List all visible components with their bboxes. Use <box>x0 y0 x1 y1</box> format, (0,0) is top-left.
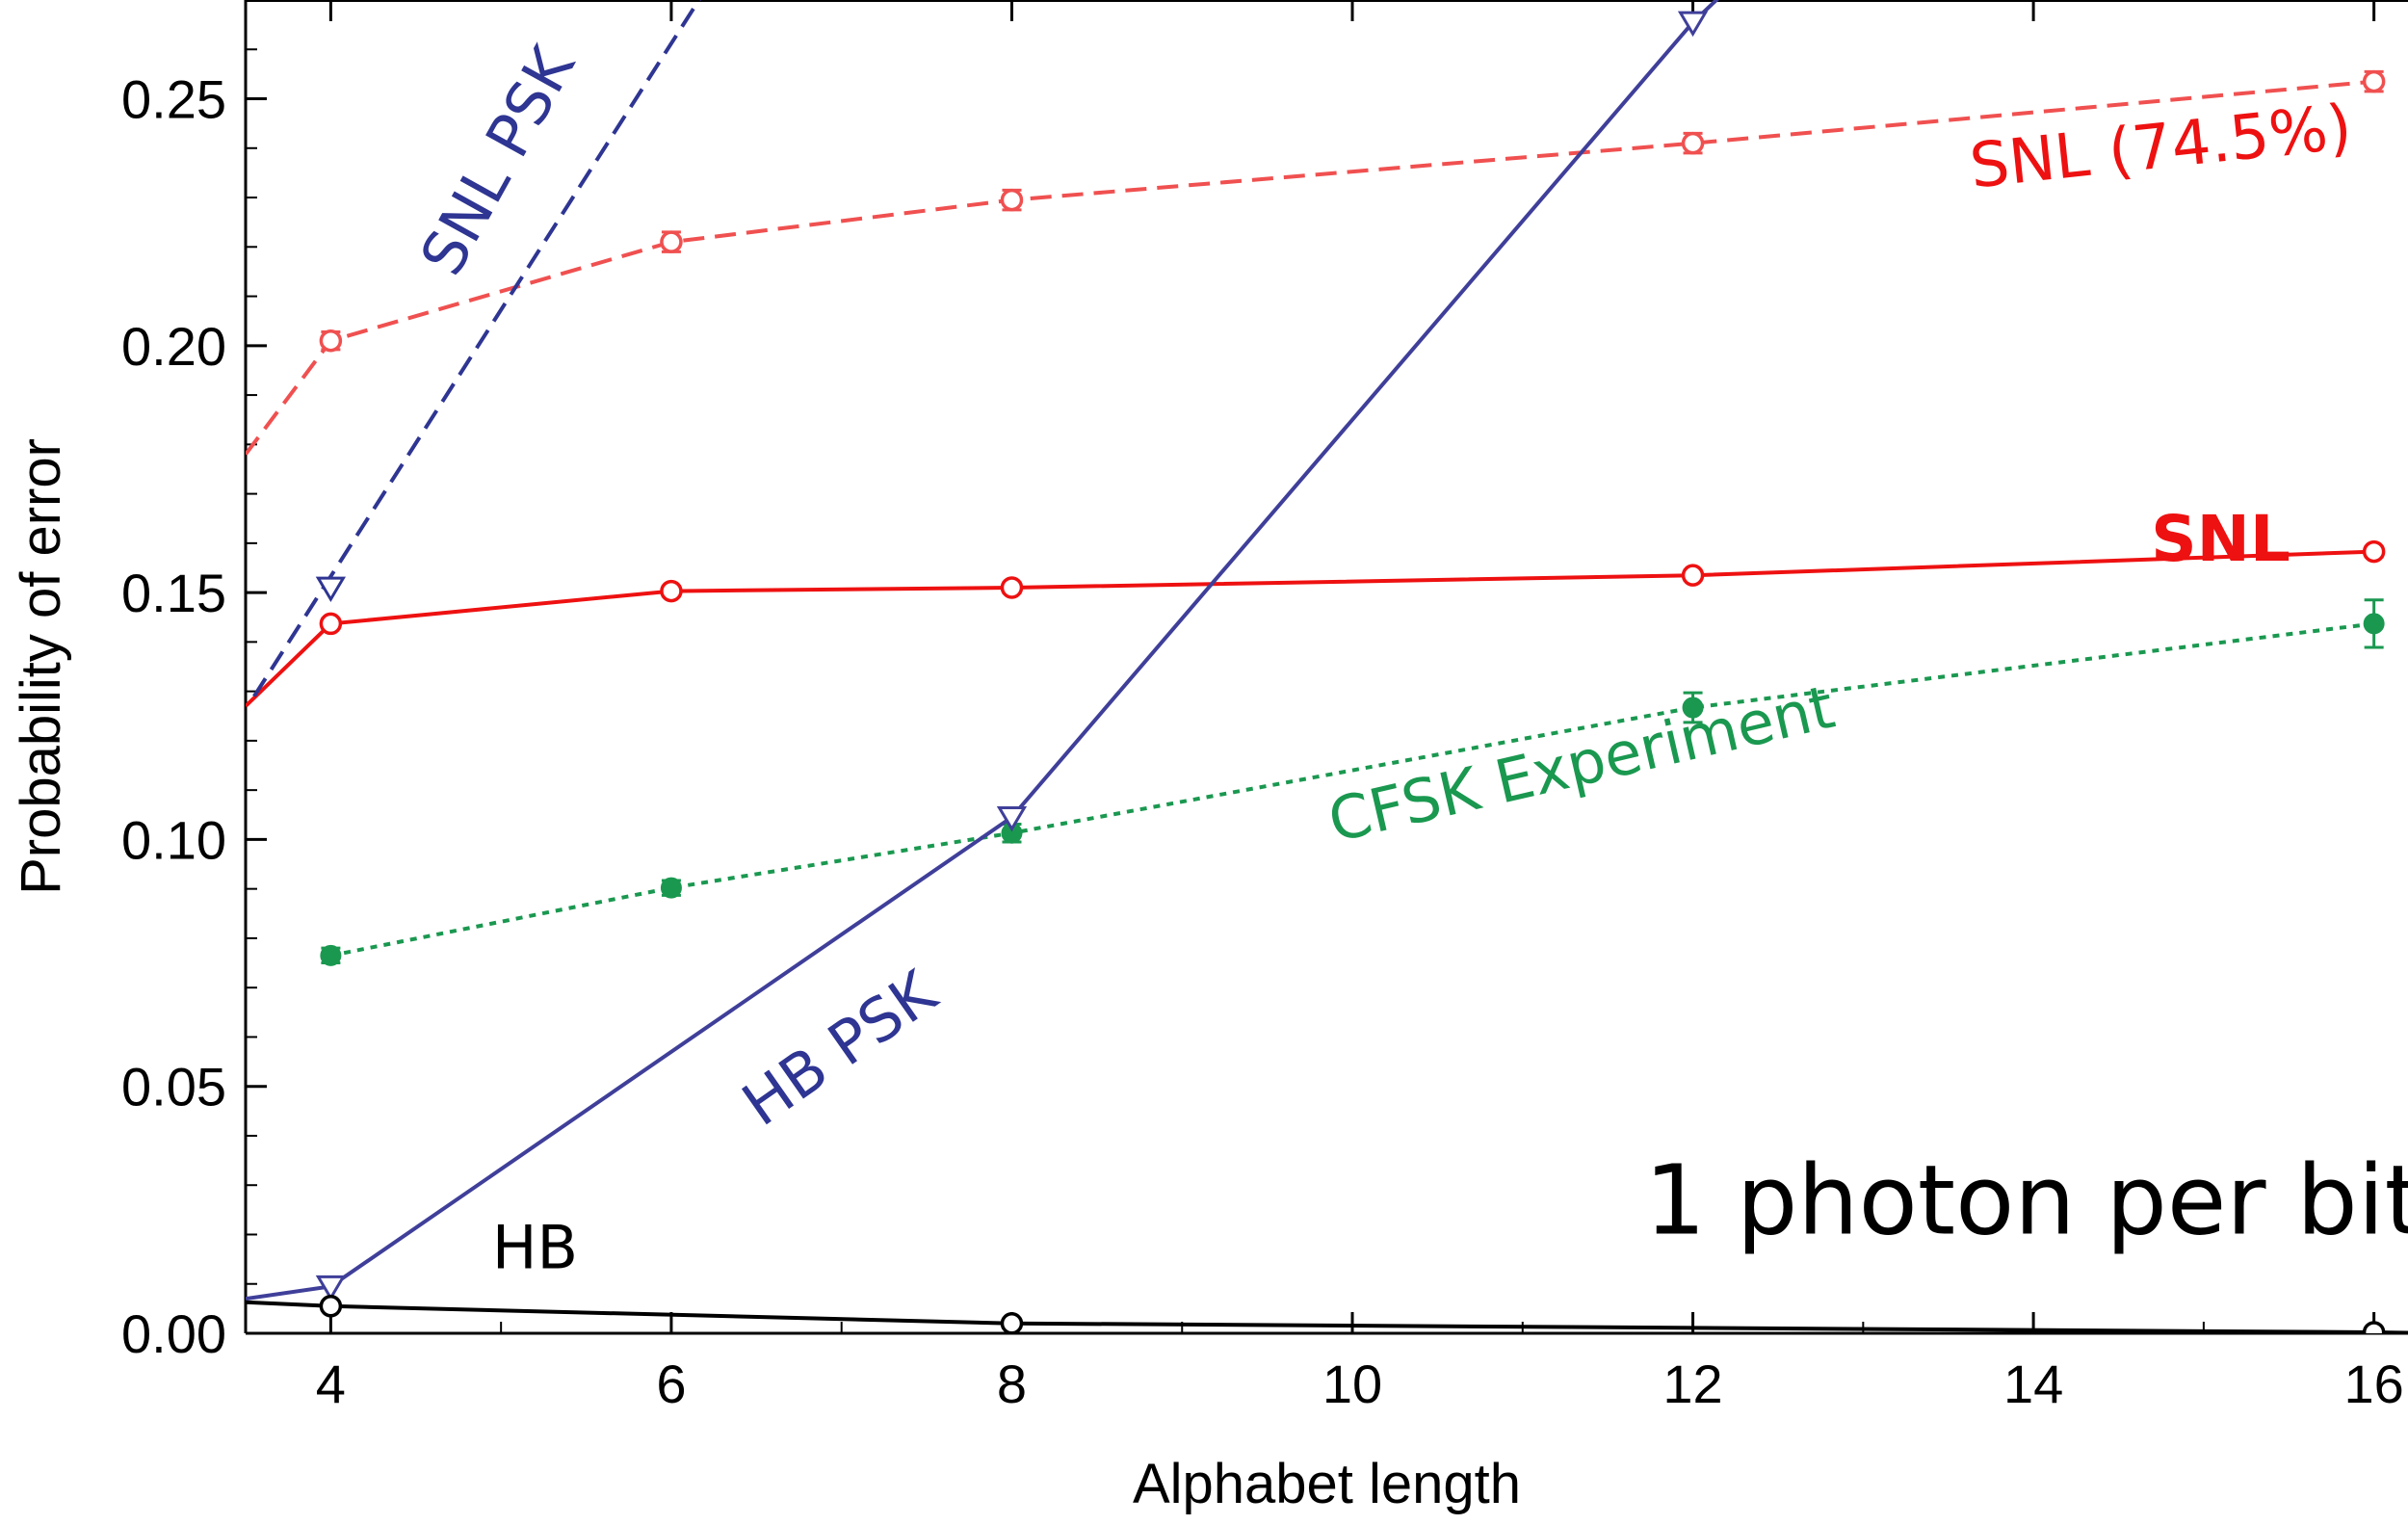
series-line <box>252 0 702 697</box>
y-tick-label: 0.10 <box>121 809 226 870</box>
data-point <box>319 1295 343 1318</box>
data-point <box>1682 697 1704 719</box>
annotation-label: HB <box>492 1213 578 1283</box>
y-tick-label: 0.25 <box>121 69 226 130</box>
y-tick-label: 0.00 <box>121 1303 226 1364</box>
x-tick-label: 16 <box>2343 1354 2403 1414</box>
plot-area <box>246 0 2408 1333</box>
x-axis: 4 6 8 10 12 14 16 <box>316 0 2404 1414</box>
series-cfsk-experiment <box>320 598 2385 966</box>
data-point <box>1681 564 1705 587</box>
data-point <box>2362 69 2386 93</box>
data-point <box>320 944 342 966</box>
annotation-label: SNL <box>2151 502 2290 576</box>
x-tick-label: 14 <box>2003 1354 2063 1414</box>
series-snl-psk <box>252 0 702 697</box>
annotation-label: SNL (74.5%) <box>1967 92 2355 202</box>
data-point <box>660 877 682 899</box>
data-point <box>315 1275 347 1302</box>
data-point <box>1000 1312 1024 1333</box>
data-point <box>1677 11 1709 38</box>
y-axis: 0.00 0.05 0.10 0.15 0.20 0.25 <box>121 48 267 1364</box>
series-line <box>246 79 2374 456</box>
x-axis-label: Alphabet length <box>1133 1453 1521 1515</box>
series-snl-74-5 <box>246 69 2386 456</box>
data-point <box>660 230 683 253</box>
data-point <box>2362 539 2386 564</box>
data-point <box>319 612 343 636</box>
x-tick-label: 4 <box>316 1354 346 1414</box>
data-point <box>996 805 1028 832</box>
series-hb <box>246 1295 2408 1333</box>
series-line <box>246 1300 2408 1333</box>
data-point <box>1681 131 1705 155</box>
data-point <box>1000 576 1024 599</box>
annotations: SNL PSK SNL (74.5%) SNL CFSK Experiment HB P… <box>406 35 2408 1283</box>
data-point <box>2363 613 2385 635</box>
y-tick-label: 0.15 <box>121 563 226 623</box>
x-tick-label: 8 <box>997 1354 1027 1414</box>
data-point <box>1000 188 1024 212</box>
x-tick-label: 10 <box>1322 1354 1382 1414</box>
series-hb-psk <box>246 0 1719 1302</box>
annotation-label: 1 photon per bit <box>1644 1144 2408 1257</box>
annotation-label: HB PSK <box>730 957 950 1140</box>
data-point <box>2362 1321 2386 1333</box>
y-tick-label: 0.20 <box>121 316 226 377</box>
x-tick-label: 6 <box>656 1354 686 1414</box>
x-tick-label: 12 <box>1662 1354 1722 1414</box>
series-line <box>246 549 2374 708</box>
y-tick-label: 0.05 <box>121 1057 226 1117</box>
annotation-label: CFSK Experiment <box>1322 671 1841 856</box>
series-snl <box>246 539 2386 708</box>
data-point <box>319 329 343 353</box>
plot-frame <box>244 0 2408 1335</box>
annotation-label: SNL PSK <box>406 35 589 287</box>
data-point <box>315 576 347 603</box>
data-point <box>660 579 683 603</box>
y-axis-label: Probability of error <box>10 438 72 895</box>
